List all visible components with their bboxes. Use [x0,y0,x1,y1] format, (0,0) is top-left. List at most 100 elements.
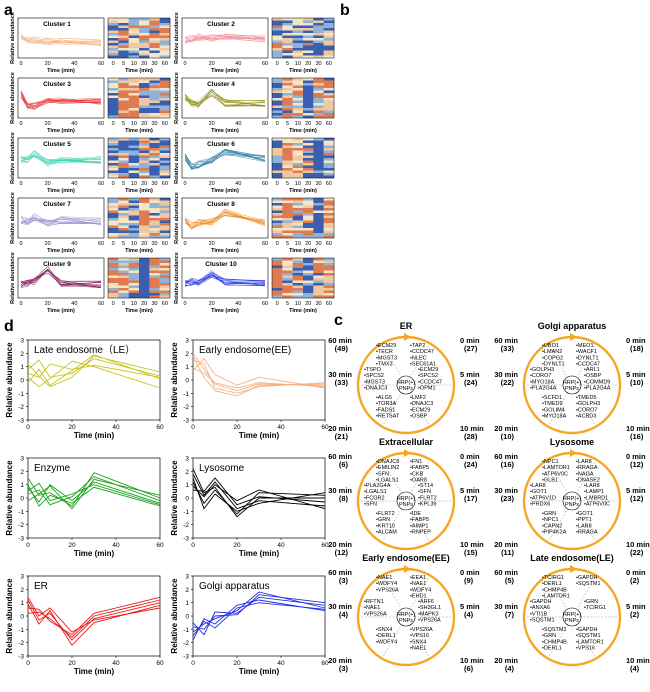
heatmap-frame [271,17,335,59]
time-label: 60 min [494,452,518,461]
gene-label: •FCGR2 [364,495,385,501]
heatmap-cell [313,38,324,41]
heatmap-cell [303,223,314,226]
gene-label: •ATP6V1D [530,495,556,501]
gene-label: •PPT1 [576,517,592,523]
heatmap-cell [139,138,150,141]
time-label: 0 min [626,336,646,345]
heatmap-cell [149,80,160,84]
profile-line [27,354,161,386]
cluster-profile-line [20,218,102,227]
heatmap-cell [139,268,150,271]
y-axis-label: Relative abundance [5,578,14,654]
heatmap-cell [313,140,324,144]
heatmap-cell [272,283,283,286]
y-tick-label: 0 [185,614,189,621]
gene-label: •LAMP1 [584,489,604,495]
heatmap-cell [159,210,171,214]
heatmap-cell [108,45,119,49]
heatmap-cell [313,285,324,289]
time-label: 30 min [494,486,518,495]
y-tick-label: -2 [183,640,189,647]
clock-center [562,491,582,511]
gene-label: •ALG5 [376,395,392,401]
cluster-profile-line [184,208,266,226]
heatmap-cell [118,235,129,239]
gene-label: •LAR8 [576,523,592,529]
heatmap-cell [159,173,171,176]
heatmap-cell [282,285,293,289]
cluster-profile-line [20,150,102,164]
heatmap-cell [303,85,314,89]
heatmap-cell [118,215,129,219]
gene-label: •WDFY4 [410,587,431,593]
heatmap-cell [149,260,160,264]
profile-line [27,597,161,633]
heatmap-cell [128,285,140,289]
heatmap-cell [149,45,160,49]
heatmap-cell [323,148,335,151]
gene-label: •PLA2G4A [364,483,391,489]
heatmap-cell [313,145,324,149]
heatmap-cell [149,205,160,209]
clock-center [396,607,416,627]
heatmap-cell [149,283,160,286]
heatmap-cell [292,80,304,84]
heatmap-cell [139,28,150,31]
heatmap-cell [292,28,304,31]
heatmap-cell [313,95,324,99]
heatmap-cell [118,165,129,169]
heatmap-x-label: Time (min) [125,248,153,254]
heatmap-cell [128,40,140,44]
heatmap-cell [282,43,293,46]
heatmap-cell [303,158,314,161]
heatmap-cell [159,105,171,109]
gene-label: •KRT10 [376,523,395,529]
heatmap-cell [128,138,140,141]
heatmap-cell [272,85,283,89]
x-axis-label: Time (min) [239,667,280,676]
heatmap-tick-label: 5 [286,181,289,187]
heatmap-cell [108,200,119,204]
heatmap-cell [303,263,314,266]
gene-label: •IDE [410,511,421,517]
x-tick-label: 0 [19,181,22,187]
heatmap-cell [303,293,314,296]
heatmap-cell [313,263,324,266]
heatmap-cell [139,20,150,24]
gene-label: •PIP4K2A [542,530,567,536]
heatmap-cell [118,45,129,49]
heatmap-cell [108,235,119,239]
heatmap-cell [139,208,150,211]
heatmap-cell [149,150,160,154]
heatmap-cell [292,233,304,236]
heatmap-cell [272,138,283,141]
heatmap-cell [108,170,119,174]
heatmap-cell [159,233,171,236]
heatmap-cell [292,290,304,294]
profile-frame [192,339,326,421]
heatmap-cell [108,48,119,51]
heatmap-cell [272,160,283,164]
heatmap-cell [292,138,304,141]
heatmap-cell [282,160,293,164]
heatmap-cell [149,40,160,44]
heatmap-cell [139,273,150,276]
clock-center-label: HRP(+) [397,496,416,502]
heatmap-cell [139,225,150,229]
y-tick-label: 3 [20,456,24,463]
heatmap-cell [159,203,171,206]
heatmap-cell [313,205,324,209]
heatmap-cell [282,80,293,84]
heatmap-cell [323,168,335,171]
heatmap-cell [159,268,171,271]
x-axis-label: Time (min) [47,128,75,134]
x-tick-label: 0 [26,424,30,431]
heatmap-cell [108,85,119,89]
x-tick-label: 20 [209,61,215,67]
heatmap-cell [313,228,324,231]
heatmap-cell [323,208,335,211]
heatmap-tick-label: 0 [112,241,115,247]
